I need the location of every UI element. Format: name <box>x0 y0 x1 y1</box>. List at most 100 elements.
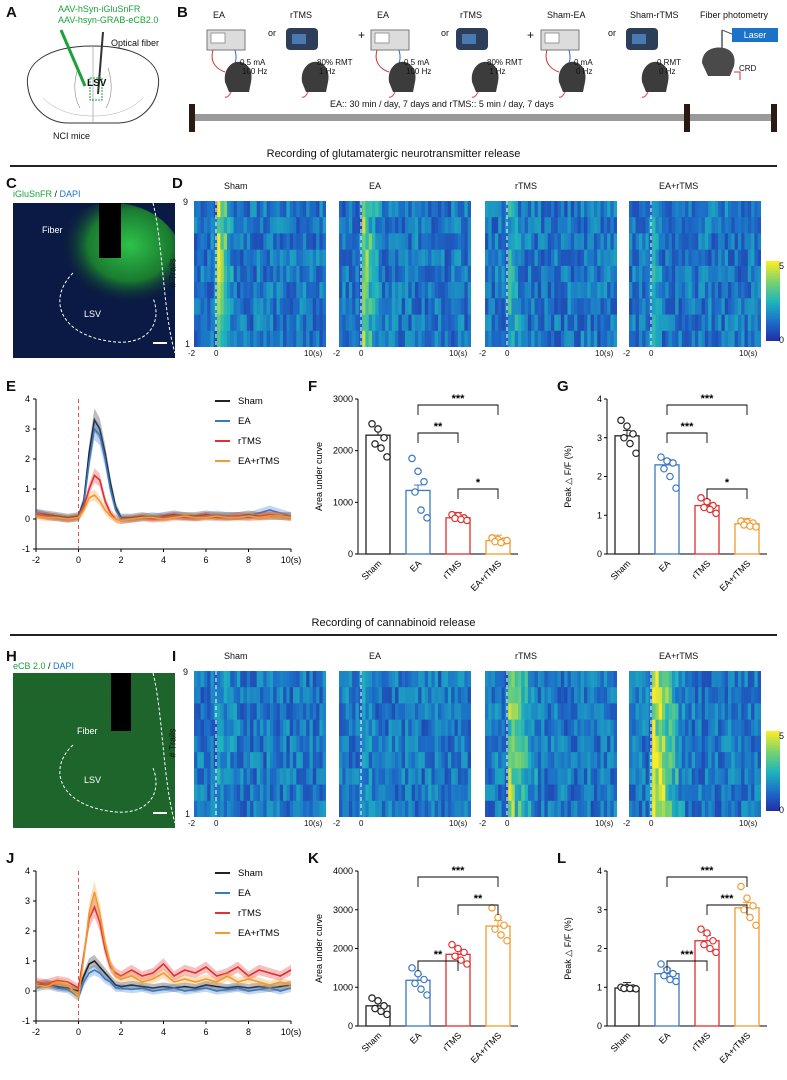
heatmap-cell <box>691 719 696 737</box>
heatmap-cell <box>695 265 699 283</box>
heatmap-cell <box>286 800 291 817</box>
heatmap-cell <box>428 314 432 332</box>
heatmap-cell <box>638 217 643 234</box>
heatmap-cell <box>741 201 746 218</box>
heatmap-cell <box>537 265 542 283</box>
sig-bracket-1 <box>666 432 708 443</box>
heatmap-cell <box>494 314 499 332</box>
heatmap-cell <box>574 265 578 283</box>
heatmap-cell <box>381 249 386 267</box>
heatmap-cell <box>587 233 592 251</box>
heatmap-cell <box>398 201 403 218</box>
heatmap-cell <box>302 703 307 721</box>
heatmap-cell <box>299 217 304 234</box>
heatmap-cell <box>236 314 241 332</box>
heatmap-cell <box>339 201 343 218</box>
heatmap-cell <box>342 687 347 704</box>
heatmap-cell <box>638 201 643 218</box>
heat-xtick-0-0: 0 <box>214 349 219 358</box>
heatmap-cell <box>269 800 274 817</box>
heatmap-cell <box>289 201 294 218</box>
heatmap-cell <box>414 735 419 753</box>
data-point <box>460 948 468 957</box>
colorbar-step <box>766 753 780 756</box>
heatmap-cell <box>560 687 565 704</box>
heatmap-cell <box>385 233 390 251</box>
heatmap-cell <box>629 314 633 332</box>
data-point <box>752 921 760 930</box>
heatmap-cell <box>757 784 761 802</box>
device-icon-5 <box>626 28 658 50</box>
heatmap-cell <box>293 201 297 218</box>
heatmap-title-3: EA+rTMS <box>659 651 699 661</box>
heatmap-cell <box>514 314 519 332</box>
heatmap-cell <box>266 768 271 786</box>
heatmap-cell <box>741 719 746 737</box>
heatmap-cell <box>299 719 304 737</box>
heatmap-cell <box>342 719 347 737</box>
y-tick-label: 2000 <box>333 944 353 954</box>
data-point <box>709 936 717 945</box>
heatmap-cell <box>236 201 241 218</box>
x-tick-label: 2 <box>118 555 123 565</box>
data-point <box>377 444 385 452</box>
heatmap-cell <box>197 201 202 218</box>
heatmap-cell <box>451 201 456 218</box>
heatmap-cell <box>695 330 699 347</box>
heatmap-cell <box>485 233 489 251</box>
heatmap-cell <box>339 265 343 283</box>
heatmap-cell <box>531 282 536 299</box>
heatmap-cell <box>580 249 585 267</box>
heatmap-cell <box>744 217 749 234</box>
heatmap-cell <box>757 201 761 218</box>
heatmap-cell <box>372 233 376 251</box>
heatmap-cell <box>675 298 680 316</box>
heatmap-cell <box>246 735 251 753</box>
heatmap-cell <box>293 752 297 769</box>
heatmap-cell <box>577 735 582 753</box>
heatmap-cell <box>428 282 432 299</box>
heatmap-cell <box>508 800 512 817</box>
heatmap-cell <box>273 282 278 299</box>
heatmap-cell <box>444 298 449 316</box>
heatmap-cell <box>731 201 736 218</box>
heatmap-cell <box>269 201 274 218</box>
heatmap-cell <box>464 703 469 721</box>
heatmap-cell <box>230 282 235 299</box>
heatmap-cell <box>714 314 719 332</box>
heatmap-cell <box>279 330 284 347</box>
heatmap-cell <box>444 265 449 283</box>
heatmap-cell <box>554 330 559 347</box>
heatmap-cell <box>438 298 442 316</box>
heatmap-cell <box>368 298 373 316</box>
heatmap-cell <box>220 233 225 251</box>
heatmap-cell <box>685 703 689 721</box>
heatmap-cell <box>418 330 423 347</box>
heatmap-cell <box>342 282 347 299</box>
heatmap-cell <box>675 217 680 234</box>
heatmap-cell <box>428 265 432 283</box>
heatmap-cell <box>751 298 755 316</box>
bar-Sham <box>614 987 640 1027</box>
heatmap-cell <box>365 217 370 234</box>
heatmap-cell <box>266 282 271 299</box>
heatmap-cell <box>551 265 555 283</box>
heatmap-cell <box>207 703 212 721</box>
heatmap-cell <box>675 330 680 347</box>
heatmap-cell <box>250 800 254 817</box>
x-tick-label: 2 <box>118 1027 123 1037</box>
heatmap-cell <box>276 687 281 704</box>
heatmap-cell <box>498 282 503 299</box>
heatmap-cell <box>428 233 432 251</box>
heatmap-cell <box>734 249 739 267</box>
heatmap-cell <box>718 768 722 786</box>
data-point <box>377 1007 385 1016</box>
heatmap-cell <box>681 314 686 332</box>
heatmap-cell <box>243 282 248 299</box>
heatmap-cell <box>607 703 611 721</box>
heatmap-cell <box>263 201 268 218</box>
heatmap-cell <box>695 735 699 753</box>
data-point <box>371 1004 379 1013</box>
data-point <box>629 430 637 438</box>
heatmap-cell <box>731 752 736 769</box>
